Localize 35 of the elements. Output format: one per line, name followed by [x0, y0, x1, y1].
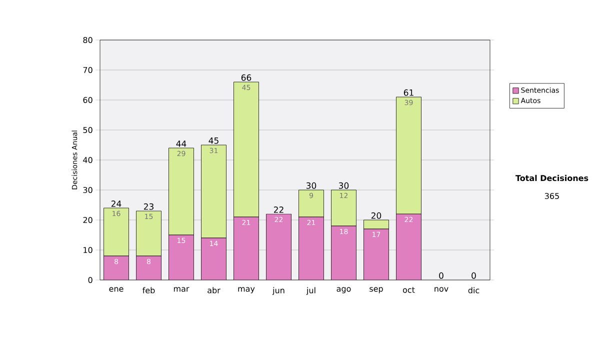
total-label: 61 — [404, 89, 414, 96]
y-tick-label: 40 — [83, 156, 92, 164]
total-label: 0 — [472, 272, 476, 279]
total-label: 20 — [371, 212, 382, 219]
y-tick-label: 20 — [83, 216, 92, 224]
text: 365 — [544, 192, 559, 200]
total-label: 23 — [144, 203, 154, 210]
total-label: 22 — [274, 206, 284, 213]
total-label: 24 — [111, 200, 122, 207]
x-tick-label: abr — [208, 287, 220, 294]
total-label: 45 — [208, 137, 218, 144]
y-tick-label: 70 — [83, 66, 92, 74]
total-label: 44 — [176, 140, 186, 147]
y-tick-label: 50 — [83, 126, 92, 134]
y-tick-label: 80 — [83, 36, 92, 44]
total-label: 66 — [241, 74, 252, 81]
x-tick-label: mar — [174, 287, 190, 292]
x-tick-label: jun — [272, 287, 284, 295]
y-tick-label: 10 — [84, 246, 92, 254]
total-label: 30 — [338, 182, 349, 189]
total-label: 30 — [306, 182, 316, 189]
x-tick-label: sep — [370, 287, 383, 294]
x-tick-label: ago — [336, 287, 351, 294]
x-tick-label: dic — [468, 287, 480, 294]
x-tick-label: feb — [142, 287, 155, 294]
y-tick-label: 60 — [83, 96, 92, 104]
x-tick-label: nov — [434, 287, 448, 292]
total-label: 0 — [439, 272, 444, 279]
x-tick-label: may — [238, 287, 255, 294]
y-tick-label: 30 — [83, 186, 92, 194]
x-tick-label: jul — [306, 287, 316, 295]
x-tick-label: oct — [402, 287, 415, 293]
x-tick-label: ene — [109, 287, 124, 292]
text: Total Decisiones — [515, 174, 588, 182]
y-tick-label: 0 — [88, 276, 92, 284]
